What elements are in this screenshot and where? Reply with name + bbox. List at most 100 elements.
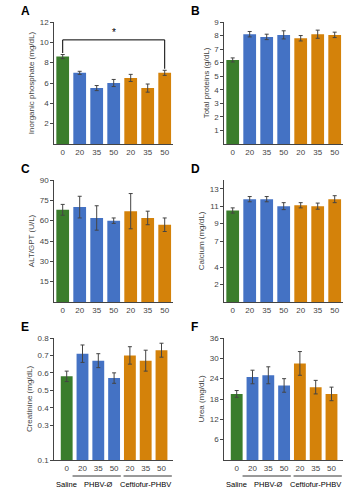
svg-text:60: 60 <box>40 216 49 225</box>
svg-text:35: 35 <box>143 148 152 157</box>
svg-text:0.4: 0.4 <box>37 404 49 413</box>
svg-text:50: 50 <box>160 148 169 157</box>
svg-text:50: 50 <box>279 306 288 315</box>
svg-text:20: 20 <box>296 306 305 315</box>
svg-text:50: 50 <box>109 148 118 157</box>
svg-text:18: 18 <box>210 395 219 404</box>
svg-text:50: 50 <box>157 464 166 473</box>
svg-text:30: 30 <box>210 354 219 363</box>
svg-text:Calcium (mg/dL): Calcium (mg/dL) <box>197 211 206 270</box>
svg-text:4: 4 <box>214 263 219 272</box>
svg-text:7: 7 <box>214 45 219 54</box>
svg-text:0.8: 0.8 <box>37 334 49 343</box>
svg-text:35: 35 <box>92 306 101 315</box>
svg-text:50: 50 <box>110 464 119 473</box>
svg-text:A: A <box>21 4 30 18</box>
svg-text:20: 20 <box>245 148 254 157</box>
svg-text:35: 35 <box>262 148 271 157</box>
svg-text:9: 9 <box>214 18 219 27</box>
svg-text:75: 75 <box>40 196 49 205</box>
svg-text:36: 36 <box>210 334 219 343</box>
svg-text:9: 9 <box>214 219 219 228</box>
svg-text:35: 35 <box>143 306 152 315</box>
svg-text:20: 20 <box>126 306 135 315</box>
svg-text:3: 3 <box>214 99 219 108</box>
svg-text:35: 35 <box>311 464 320 473</box>
svg-text:B: B <box>191 4 200 18</box>
svg-text:35: 35 <box>94 464 103 473</box>
svg-text:50: 50 <box>327 464 336 473</box>
svg-text:PHBV-Ø: PHBV-Ø <box>254 480 283 489</box>
svg-text:35: 35 <box>313 306 322 315</box>
svg-text:20: 20 <box>75 148 84 157</box>
svg-text:4: 4 <box>44 99 49 108</box>
svg-text:0: 0 <box>60 306 65 315</box>
svg-text:Saline: Saline <box>56 480 77 489</box>
svg-text:50: 50 <box>160 306 169 315</box>
svg-text:6: 6 <box>214 435 219 444</box>
svg-text:F: F <box>191 320 198 334</box>
svg-text:E: E <box>21 320 29 334</box>
svg-text:8: 8 <box>214 31 219 40</box>
svg-text:90: 90 <box>40 176 49 185</box>
svg-text:Ceftiofur-PHBV: Ceftiofur-PHBV <box>120 480 171 489</box>
svg-text:8: 8 <box>44 58 49 67</box>
svg-text:6: 6 <box>44 79 49 88</box>
svg-text:2: 2 <box>214 113 219 122</box>
svg-text:35: 35 <box>92 148 101 157</box>
svg-text:12: 12 <box>210 415 219 424</box>
svg-text:D: D <box>191 162 200 176</box>
svg-text:12: 12 <box>40 18 49 27</box>
svg-text:Saline: Saline <box>226 480 247 489</box>
svg-text:0.5: 0.5 <box>37 386 49 395</box>
svg-text:0.3: 0.3 <box>37 421 49 430</box>
svg-text:0: 0 <box>64 464 69 473</box>
svg-text:50: 50 <box>109 306 118 315</box>
svg-text:35: 35 <box>141 464 150 473</box>
svg-text:50: 50 <box>279 148 288 157</box>
svg-text:1: 1 <box>214 126 219 135</box>
svg-text:0.1: 0.1 <box>37 456 49 465</box>
svg-text:0.7: 0.7 <box>37 351 49 360</box>
svg-text:20: 20 <box>126 148 135 157</box>
svg-text:20: 20 <box>296 148 305 157</box>
svg-text:Inorganic phosphate (mg/dL): Inorganic phosphate (mg/dL) <box>27 32 36 135</box>
svg-text:50: 50 <box>330 148 339 157</box>
svg-text:13: 13 <box>210 185 219 194</box>
svg-text:7: 7 <box>214 237 219 246</box>
svg-text:35: 35 <box>313 148 322 157</box>
svg-text:10: 10 <box>40 38 49 47</box>
svg-text:0: 0 <box>230 306 235 315</box>
svg-text:Total proteins (g/dL): Total proteins (g/dL) <box>202 47 211 118</box>
svg-text:50: 50 <box>330 306 339 315</box>
svg-text:20: 20 <box>295 464 304 473</box>
svg-text:20: 20 <box>125 464 134 473</box>
svg-text:35: 35 <box>264 464 273 473</box>
svg-text:20: 20 <box>75 306 84 315</box>
svg-text:20: 20 <box>78 464 87 473</box>
svg-text:0: 0 <box>230 148 235 157</box>
svg-text:24: 24 <box>210 374 219 383</box>
svg-text:2: 2 <box>214 280 219 289</box>
svg-text:45: 45 <box>40 237 49 246</box>
svg-text:*: * <box>112 27 116 38</box>
svg-text:15: 15 <box>40 277 49 286</box>
svg-text:PHBV-Ø: PHBV-Ø <box>84 480 113 489</box>
svg-text:C: C <box>21 162 30 176</box>
svg-text:50: 50 <box>280 464 289 473</box>
svg-text:11: 11 <box>210 202 219 211</box>
svg-text:2: 2 <box>44 119 49 128</box>
svg-text:30: 30 <box>40 257 49 266</box>
svg-text:4: 4 <box>214 86 219 95</box>
svg-text:Creatinine (mg/dL): Creatinine (mg/dL) <box>25 366 34 433</box>
svg-text:6: 6 <box>214 58 219 67</box>
svg-text:5: 5 <box>214 72 219 81</box>
svg-text:35: 35 <box>262 306 271 315</box>
svg-text:0: 0 <box>60 148 65 157</box>
svg-text:20: 20 <box>245 306 254 315</box>
svg-text:ALT/GPT (U/L): ALT/GPT (U/L) <box>27 214 36 267</box>
svg-text:Ceftiofur-PHBV: Ceftiofur-PHBV <box>290 480 341 489</box>
svg-text:0: 0 <box>234 464 239 473</box>
svg-text:Urea (mg/dL): Urea (mg/dL) <box>197 375 206 422</box>
svg-text:20: 20 <box>248 464 257 473</box>
